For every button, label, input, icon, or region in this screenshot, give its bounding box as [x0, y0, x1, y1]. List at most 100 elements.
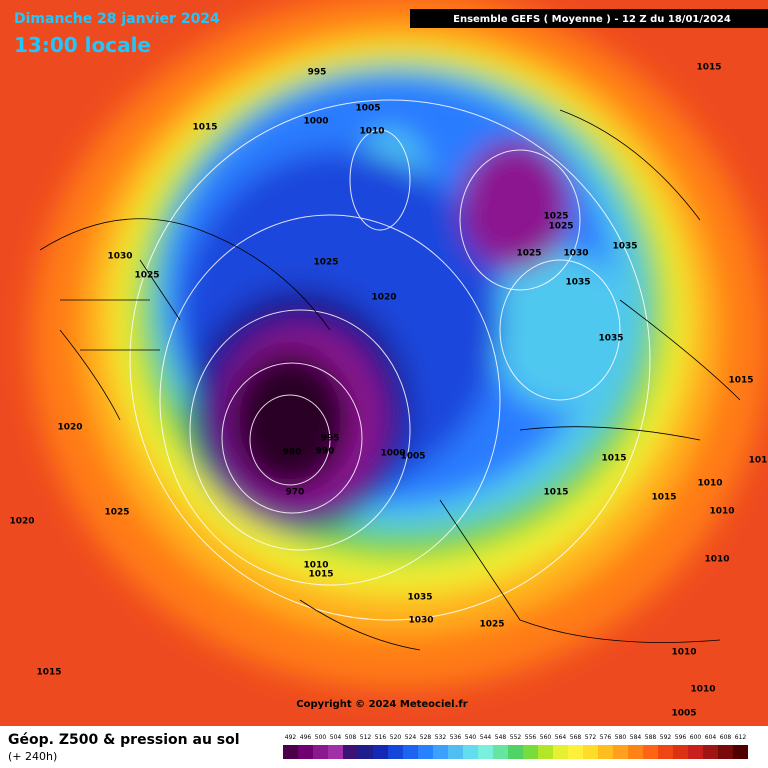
isobar-label: 1030 — [408, 616, 433, 626]
isobar-label: 1015 — [308, 570, 333, 580]
isobar-label: 1025 — [516, 249, 541, 259]
isobar-label: 1035 — [612, 242, 637, 252]
isobar-label: 101 — [749, 456, 768, 466]
colorbar-label: 580 — [615, 734, 627, 741]
colorbar: 492 496 500 504 508 512 516 520 524 528 532 536 540 5… — [283, 734, 748, 759]
colorbar-swatch — [478, 745, 493, 759]
colorbar-swatch — [403, 745, 418, 759]
colorbar-label: 556 — [525, 734, 537, 741]
colorbar-label: 524 — [405, 734, 417, 741]
colorbar-swatch — [508, 745, 523, 759]
isobar-label: 1015 — [601, 454, 626, 464]
colorbar-label: 576 — [600, 734, 612, 741]
isobar-label: 1010 — [671, 648, 696, 658]
isobar-label: 995 — [321, 434, 340, 444]
colorbar-swatch — [313, 745, 328, 759]
colorbar-swatch — [718, 745, 733, 759]
colorbar-swatch — [688, 745, 703, 759]
isobar-label: 1010 — [697, 479, 722, 489]
isobar-label: 1035 — [407, 593, 432, 603]
colorbar-label: 592 — [660, 734, 672, 741]
colorbar-label: 608 — [720, 734, 732, 741]
colorbar-label: 500 — [315, 734, 327, 741]
colorbar-swatch — [418, 745, 433, 759]
colorbar-swatch — [358, 745, 373, 759]
isobar-label: 1010 — [709, 507, 734, 517]
colorbar-swatch — [298, 745, 313, 759]
isobar-label: 1000 — [380, 449, 405, 459]
model-info: Ensemble GEFS ( Moyenne ) - 12 Z du 18/0… — [453, 14, 731, 25]
colorbar-label: 516 — [375, 734, 387, 741]
colorbar-swatch — [598, 745, 613, 759]
colorbar-label: 564 — [555, 734, 567, 741]
local-time: 13:00 locale — [14, 33, 151, 57]
isobar-label: 1015 — [543, 488, 568, 498]
colorbar-label: 536 — [450, 734, 462, 741]
isobar-label: 1010 — [303, 561, 328, 571]
forecast-lead: (+ 240h) — [8, 750, 57, 763]
colorbar-swatch — [583, 745, 598, 759]
pressure-labels: 9951005100010101015101510301025102510201… — [9, 63, 767, 719]
isobar-label: 1005 — [671, 709, 696, 719]
colorbar-swatch — [328, 745, 343, 759]
colorbar-label: 512 — [360, 734, 372, 741]
colorbar-swatch — [523, 745, 538, 759]
colorbar-swatch — [493, 745, 508, 759]
colorbar-swatch — [538, 745, 553, 759]
isobar-label: 1015 — [192, 123, 217, 133]
colorbar-swatch — [373, 745, 388, 759]
isobar-label: 1035 — [565, 278, 590, 288]
colorbar-label: 552 — [510, 734, 522, 741]
date: Dimanche 28 janvier 2024 — [14, 11, 220, 27]
colorbar-label: 560 — [540, 734, 552, 741]
model-banner — [410, 9, 768, 28]
colorbar-swatch — [643, 745, 658, 759]
colorbar-label: 544 — [480, 734, 492, 741]
colorbar-swatch — [463, 745, 478, 759]
isobar-label: 1025 — [479, 620, 504, 630]
colorbar-label: 572 — [585, 734, 597, 741]
colorbar-swatch — [433, 745, 448, 759]
isobar-label: 1005 — [400, 452, 425, 462]
isobar-label: 1000 — [303, 117, 328, 127]
colorbar-label: 600 — [690, 734, 702, 741]
colorbar-label: 520 — [390, 734, 402, 741]
footer-title: Géop. Z500 & pression au sol — [8, 732, 240, 748]
colorbar-swatch — [613, 745, 628, 759]
isobar-label: 1015 — [696, 63, 721, 73]
colorbar-swatch — [343, 745, 358, 759]
colorbar-swatch — [703, 745, 718, 759]
colorbar-label: 508 — [345, 734, 357, 741]
geopotential-field — [0, 0, 768, 726]
colorbar-swatch — [673, 745, 688, 759]
colorbar-label: 540 — [465, 734, 477, 741]
isobar-label: 1015 — [651, 493, 676, 503]
isobar-label: 1035 — [598, 334, 623, 344]
colorbar-label: 588 — [645, 734, 657, 741]
colorbar-label: 492 — [285, 734, 297, 741]
isobar-label: 1025 — [134, 271, 159, 281]
colorbar-swatch — [448, 745, 463, 759]
isobar-label: 980 — [283, 448, 302, 458]
colorbar-swatch — [733, 745, 748, 759]
colorbar-label: 528 — [420, 734, 432, 741]
colorbar-label: 568 — [570, 734, 582, 741]
colorbar-swatch — [553, 745, 568, 759]
isobar-label: 1025 — [313, 258, 338, 268]
isobar-label: 970 — [286, 488, 305, 498]
colorbar-label: 596 — [675, 734, 687, 741]
isobar-label: 1010 — [690, 685, 715, 695]
colorbar-label: 612 — [735, 734, 747, 741]
colorbar-label: 548 — [495, 734, 507, 741]
isobar-label: 1010 — [359, 127, 384, 137]
isobar-label: 1015 — [728, 376, 753, 386]
isobar-label: 990 — [316, 447, 335, 457]
isobar-label: 1020 — [57, 423, 82, 433]
colorbar-label: 504 — [330, 734, 342, 741]
colorbar-label: 496 — [300, 734, 312, 741]
isobar-label: 1025 — [548, 222, 573, 232]
isobar-label: 1030 — [107, 252, 132, 262]
isobar-label: 1020 — [9, 517, 34, 527]
colorbar-label: 584 — [630, 734, 642, 741]
